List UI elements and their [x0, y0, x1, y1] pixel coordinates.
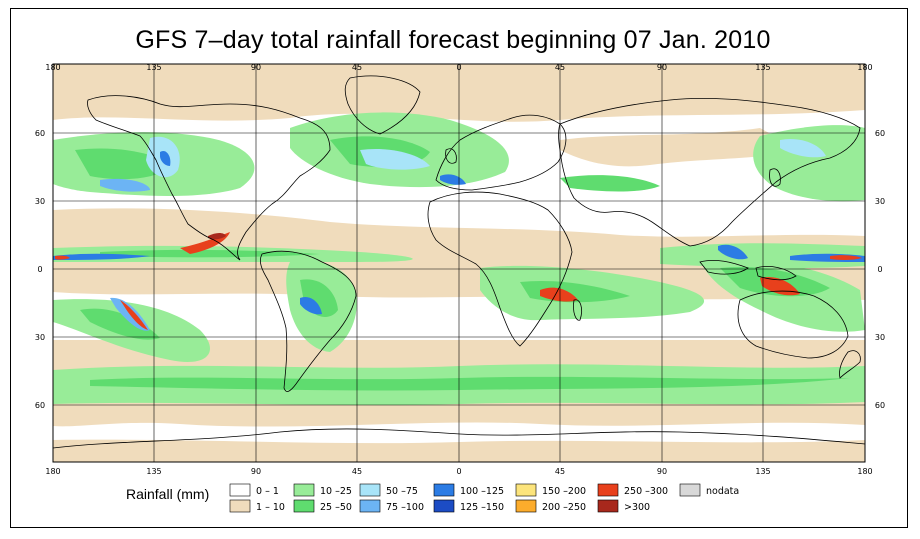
lat-tick-label: 0: [877, 265, 882, 274]
lon-ticks-bottom: 180 135 90 45 0 45 90 135 180: [45, 467, 872, 476]
lat-tick-label: 30: [35, 197, 45, 206]
legend-swatch: [359, 499, 381, 513]
legend-swatch: [597, 499, 619, 513]
lat-tick-label: 30: [875, 197, 885, 206]
africa-outline: [427, 191, 573, 347]
lon-tick-label: 90: [657, 63, 667, 72]
lat-tick-label: 60: [875, 401, 885, 410]
legend-swatch: [229, 483, 251, 497]
lat-tick-label: 30: [35, 333, 45, 342]
lon-tick-label: 135: [146, 467, 161, 476]
legend-label: 100 –125: [460, 486, 504, 497]
lon-tick-label: 45: [352, 467, 362, 476]
legend-label: 0 – 1: [256, 486, 279, 497]
north-america-outline: [87, 95, 331, 261]
legend-label: 75 –100: [386, 502, 424, 513]
lon-tick-label: 180: [857, 63, 872, 72]
greenland-outline: [344, 75, 421, 135]
asia-outline: [558, 97, 861, 247]
lon-tick-label: 90: [251, 63, 261, 72]
legend-label: 1 – 10: [256, 502, 285, 513]
legend-label: >300: [624, 502, 650, 513]
lat-tick-label: 60: [875, 129, 885, 138]
legend-swatch: [433, 499, 455, 513]
legend-swatch: [515, 499, 537, 513]
lat-tick-label: 60: [35, 129, 45, 138]
legend-swatch: [229, 499, 251, 513]
lon-tick-label: 180: [45, 467, 60, 476]
legend-label: 125 –150: [460, 502, 504, 513]
legend-swatch: [515, 483, 537, 497]
new-zealand-outline: [839, 350, 861, 379]
lon-tick-label: 135: [755, 467, 770, 476]
legend-label: 200 –250: [542, 502, 586, 513]
lat-tick-label: 0: [37, 265, 42, 274]
legend-swatch: [293, 483, 315, 497]
lon-tick-label: 135: [755, 63, 770, 72]
lat-tick-label: 30: [875, 333, 885, 342]
lon-ticks-top: 180 135 90 45 0 45 90 135 180: [45, 63, 872, 72]
lon-tick-label: 180: [45, 63, 60, 72]
south-america-outline: [260, 250, 357, 392]
legend-label: 150 –200: [542, 486, 586, 497]
coastlines: [52, 75, 866, 449]
graticule: [53, 64, 865, 462]
legend-swatch: [359, 483, 381, 497]
legend-swatch: [433, 483, 455, 497]
lon-tick-label: 0: [456, 467, 461, 476]
legend-label: 25 –50: [320, 502, 352, 513]
lon-tick-label: 90: [251, 467, 261, 476]
legend-swatch: [597, 483, 619, 497]
antarctica-outline: [52, 428, 866, 449]
map-border: [52, 63, 866, 463]
lat-tick-label: 60: [35, 401, 45, 410]
maritime-continent-outline: [699, 260, 749, 275]
lat-ticks-left: 60 30 0 30 60: [35, 129, 45, 410]
lon-tick-label: 135: [146, 63, 161, 72]
legend-label: 50 –75: [386, 486, 418, 497]
australia-outline: [737, 290, 849, 359]
legend: Rainfall (mm) 0 – 1 1 – 10 10 –25 25 –50…: [126, 483, 739, 513]
legend-swatch: [293, 499, 315, 513]
legend-label: 10 –25: [320, 486, 352, 497]
lon-tick-label: 45: [555, 63, 565, 72]
lon-tick-label: 45: [555, 467, 565, 476]
lon-tick-label: 0: [456, 63, 461, 72]
lat-ticks-right: 60 30 0 30 60: [875, 129, 885, 410]
legend-label: nodata: [706, 486, 739, 497]
europe-outline: [435, 114, 567, 191]
legend-swatch: [679, 483, 701, 497]
legend-label: 250 –300: [624, 486, 668, 497]
map-title: GFS 7–day total rainfall forecast beginn…: [135, 26, 771, 54]
figure-frame: [10, 8, 908, 528]
lon-tick-label: 90: [657, 467, 667, 476]
lon-tick-label: 45: [352, 63, 362, 72]
lon-tick-label: 180: [857, 467, 872, 476]
legend-title: Rainfall (mm): [126, 486, 209, 502]
